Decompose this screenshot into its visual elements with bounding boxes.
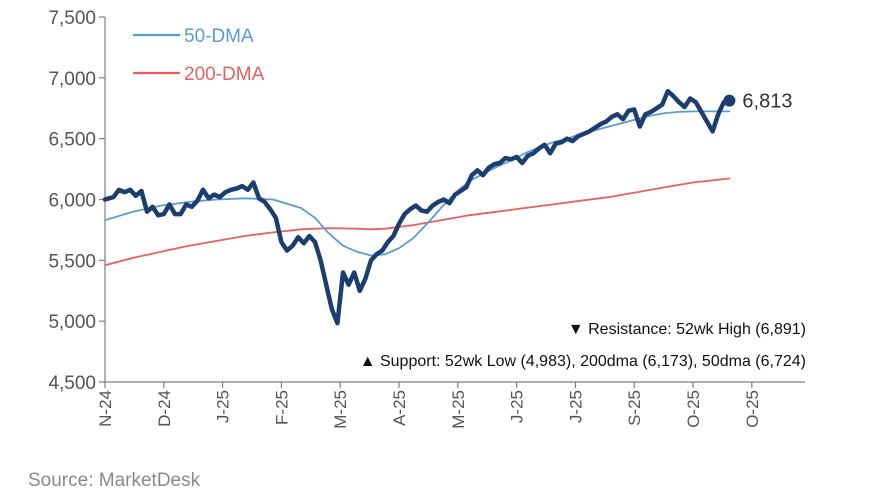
y-tick-label: 4,500 <box>48 373 96 394</box>
chart: 4,500 5,000 5,500 6,000 6,500 7,000 7,500 N-24… <box>48 8 806 429</box>
x-tick-label: D-24 <box>155 390 174 427</box>
y-tick-label: 6,500 <box>48 130 96 151</box>
legend: 50-DMA 200-DMA <box>133 26 265 85</box>
x-tick-label: A-25 <box>390 390 409 426</box>
x-tick-label: J-25 <box>214 390 233 423</box>
x-tick-label: O-25 <box>743 390 762 428</box>
legend-label: 50-DMA <box>184 26 254 47</box>
dma-50-line <box>104 110 731 257</box>
x-tick-label: N-24 <box>96 390 115 427</box>
x-axis: N-24 D-24 J-25 F-25 M-25 A-25 M-25 J-25 J-25 S-25… <box>96 381 805 429</box>
x-tick-label: J-25 <box>508 390 527 423</box>
last-value-label: 6,813 <box>742 91 792 113</box>
legend-label: 200-DMA <box>184 64 265 85</box>
y-tick-label: 7,000 <box>48 69 96 90</box>
x-tick-label: S-25 <box>625 390 644 426</box>
x-tick-label: O-25 <box>684 390 703 428</box>
y-tick-label: 7,500 <box>48 8 96 29</box>
y-tick-label: 5,500 <box>48 251 96 272</box>
y-axis: 4,500 5,000 5,500 6,000 6,500 7,000 7,500 <box>48 8 106 394</box>
price-line <box>102 88 732 326</box>
resistance-annotation: ▼ Resistance: 52wk High (6,891) <box>568 321 806 338</box>
x-tick-label: M-25 <box>331 390 350 429</box>
x-tick-label: J-25 <box>566 390 585 423</box>
dma-200-line <box>104 177 731 267</box>
y-tick-label: 5,000 <box>48 312 96 333</box>
y-tick-label: 6,000 <box>48 191 96 212</box>
last-value-marker <box>723 94 736 107</box>
source-note: Source: MarketDesk <box>28 470 201 491</box>
support-annotation: ▲ Support: 52wk Low (4,983), 200dma (6,1… <box>360 353 806 370</box>
plot-area <box>102 88 736 326</box>
x-tick-label: F-25 <box>272 390 291 425</box>
x-tick-label: M-25 <box>449 390 468 429</box>
